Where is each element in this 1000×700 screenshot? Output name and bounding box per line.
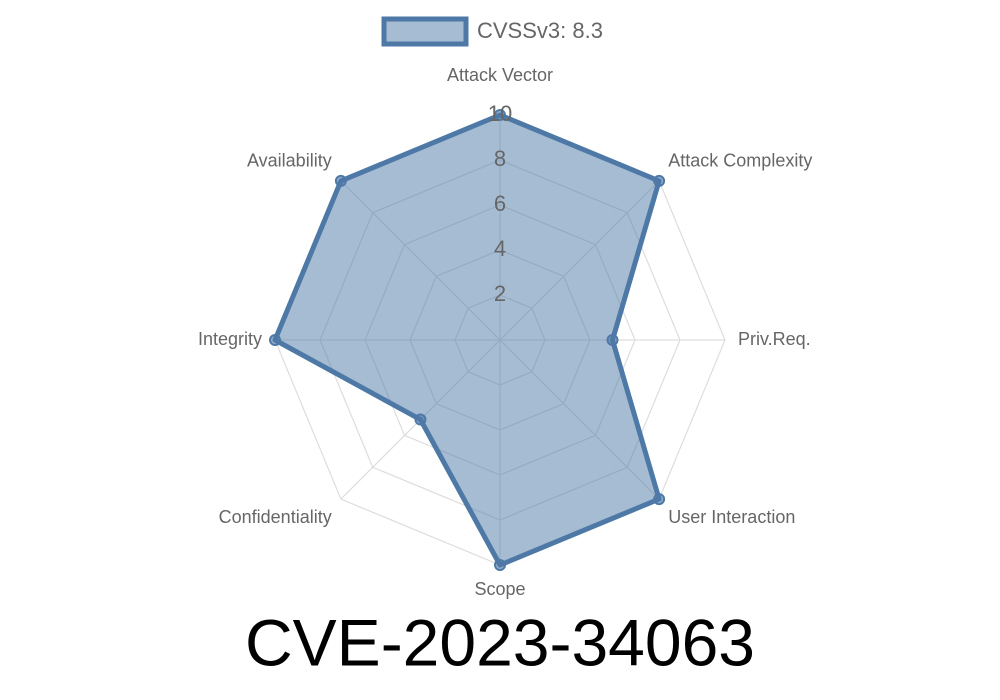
tick-label: 2 (494, 281, 506, 306)
data-point (653, 174, 666, 187)
category-label: Availability (247, 150, 332, 170)
legend-swatch (381, 16, 469, 47)
legend-label: CVSSv3: 8.3 (477, 18, 603, 43)
tick-label: 10 (488, 101, 512, 126)
category-label: User Interaction (668, 507, 795, 527)
tick-label: 4 (494, 236, 506, 261)
category-label: Confidentiality (219, 507, 332, 527)
tick-label: 6 (494, 191, 506, 216)
category-label: Integrity (198, 329, 262, 349)
data-point (653, 493, 666, 506)
category-label: Priv.Req. (738, 329, 811, 349)
data-point (494, 559, 506, 571)
data-point (414, 413, 427, 426)
category-label: Attack Complexity (668, 150, 812, 170)
data-point (269, 334, 281, 346)
chart-title: CVE-2023-34063 (245, 605, 755, 679)
category-label: Scope (474, 579, 525, 599)
tick-label: 8 (494, 146, 506, 171)
data-point (334, 174, 347, 187)
category-label: Attack Vector (447, 65, 553, 85)
data-point (606, 334, 619, 346)
data-point (494, 109, 506, 121)
